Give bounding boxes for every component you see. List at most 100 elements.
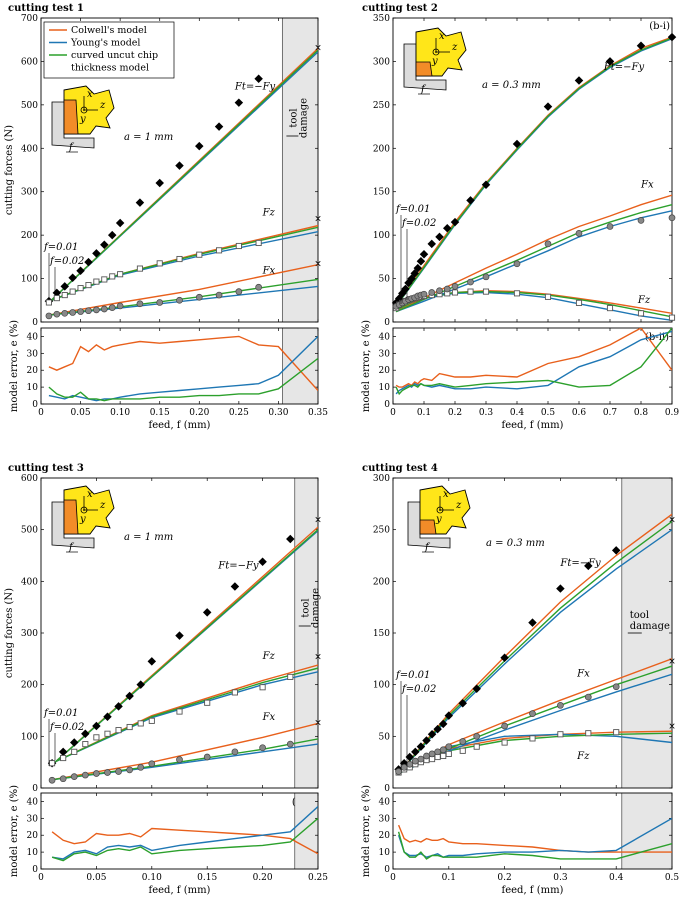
tool-damage-label-group: tool damage xyxy=(301,588,322,628)
measured-point-Fy xyxy=(258,557,267,566)
measured-point-Fy xyxy=(458,699,467,708)
measured-point-Fx xyxy=(436,287,443,295)
model-line-colwell-Fz xyxy=(51,664,318,764)
measured-point-Fx xyxy=(529,710,536,717)
measured-point-Fx xyxy=(137,763,145,771)
measured-point-Fx xyxy=(93,306,100,314)
x-tick-label: 0 xyxy=(390,873,396,883)
axis-y-symbol xyxy=(80,506,88,514)
x-tick-label: 0.25 xyxy=(229,408,249,418)
force-label-Fz: Fz xyxy=(637,295,651,306)
axes-frame xyxy=(40,792,319,870)
feed-dimension-label: f xyxy=(420,84,427,95)
axis-y-dot xyxy=(83,509,85,511)
measured-point-Fx xyxy=(259,744,266,752)
measured-point-Fy xyxy=(84,257,93,267)
force-label-Fz: Fz xyxy=(576,751,590,762)
feed-label-first: f=0.01 xyxy=(43,708,78,719)
measured-point-Fx xyxy=(59,775,67,783)
measured-point-Fz xyxy=(613,729,620,736)
measured-point-Fz xyxy=(71,748,78,755)
axis-x-label: x xyxy=(87,89,93,100)
model-line-colwell-Fy xyxy=(395,36,672,307)
y-axis-label-error: model error, e (%) xyxy=(361,785,372,877)
axis-y-label: y xyxy=(79,514,86,525)
y-tick-label: 200 xyxy=(373,577,390,587)
y-tick-label: 40 xyxy=(379,797,391,807)
y-tick-label: 500 xyxy=(21,101,38,111)
y-tick-label: 0 xyxy=(32,865,38,875)
y-tick-label: 250 xyxy=(373,526,390,536)
measured-point-Fx xyxy=(116,302,124,310)
uncut-chip-shape xyxy=(419,519,437,535)
y-tick-label: 20 xyxy=(379,366,391,376)
axes-frame xyxy=(392,792,673,870)
feed-label-second: f=0.02 xyxy=(401,218,436,229)
measured-point-Fz xyxy=(459,747,466,754)
measured-point-Fy xyxy=(234,98,244,107)
measured-point-Fz xyxy=(104,730,111,737)
measured-point-Fz xyxy=(93,278,100,285)
feed-dimension-label: f xyxy=(424,542,431,553)
y-axis-label-forces: cutting forces (N) xyxy=(4,588,15,678)
error-line-young xyxy=(51,805,318,860)
force-label-Fx: Fx xyxy=(640,179,654,190)
y-tick-label: 300 xyxy=(373,474,390,484)
y-tick-label: 200 xyxy=(373,144,390,154)
axis-y-symbol xyxy=(432,48,440,56)
tool-damage-label: damage xyxy=(311,588,322,628)
force-label-Fz: Fz xyxy=(262,651,276,662)
y-tick-label: 10 xyxy=(27,848,39,858)
measured-point-Fx xyxy=(482,273,490,281)
x-tick-label: 0.35 xyxy=(308,408,328,418)
x-tick-label: 0.5 xyxy=(665,873,679,883)
measured-point-Fy xyxy=(433,724,442,734)
x-tick-label: 0.2 xyxy=(448,408,462,418)
y-tick-label: 350 xyxy=(373,14,390,24)
measured-point-Fx xyxy=(584,693,592,701)
feed-label-first: f=0.01 xyxy=(395,204,430,215)
measured-point-Fy xyxy=(155,178,164,188)
measured-point-Fz xyxy=(231,689,238,696)
measured-point-Fx xyxy=(195,293,203,301)
damaged-measurement-marker: × xyxy=(314,215,322,225)
uncut-chip-shape xyxy=(63,499,79,535)
measured-point-Fz xyxy=(176,255,183,263)
panel-tag-top: (b-i) xyxy=(649,21,670,32)
x-axis-label: feed, f (mm) xyxy=(502,420,564,431)
model-line-curved-Fy xyxy=(51,529,318,766)
measured-point-Fx xyxy=(473,732,481,740)
measured-point-Fy xyxy=(147,657,157,666)
uncut-chip-shape xyxy=(415,61,433,77)
y-tick-label: 150 xyxy=(373,629,390,639)
y-tick-label: 600 xyxy=(21,474,38,484)
measured-point-Fy xyxy=(175,161,184,170)
measured-point-Fz xyxy=(544,293,552,300)
measured-point-Fz xyxy=(156,260,163,267)
measured-point-Fx xyxy=(255,283,262,291)
y-tick-label: 0 xyxy=(384,400,390,410)
y-tick-label: 30 xyxy=(27,349,39,359)
y-tick-label: 100 xyxy=(21,275,38,285)
x-tick-label: 0.05 xyxy=(71,408,91,418)
measured-point-Fy xyxy=(405,752,414,762)
measured-point-Fx xyxy=(45,312,53,320)
measured-point-Fx xyxy=(104,769,111,776)
measured-point-Fy xyxy=(68,273,77,282)
measured-point-Fx xyxy=(557,701,564,709)
feed-label-second: f=0.02 xyxy=(49,722,84,733)
x-tick-label: 0.05 xyxy=(86,873,106,883)
damaged-measurement-marker: × xyxy=(314,259,322,269)
damaged-measurement-marker: × xyxy=(314,515,322,525)
measured-point-Fx xyxy=(428,750,436,758)
y-axis-label-error: model error, e (%) xyxy=(9,320,20,412)
measured-point-Fx xyxy=(428,289,436,296)
x-tick-label: 0.30 xyxy=(268,408,288,418)
measured-point-Fy xyxy=(528,618,537,627)
axis-z-label: z xyxy=(99,500,106,511)
measured-point-Fz xyxy=(77,285,84,292)
measured-point-Fx xyxy=(467,278,474,286)
measured-point-Fz xyxy=(513,290,521,297)
measured-point-Fz xyxy=(126,723,133,731)
y-tick-label: 300 xyxy=(373,57,390,67)
